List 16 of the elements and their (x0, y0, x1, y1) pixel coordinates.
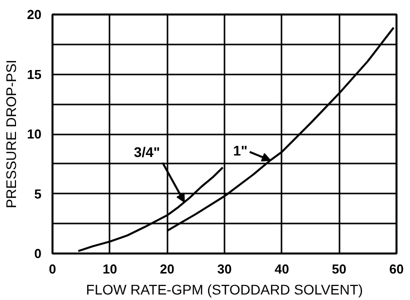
y-tick-label: 20 (27, 7, 42, 22)
y-axis-title: PRESSURE DROP-PSI (3, 60, 20, 208)
x-tick-label: 20 (160, 262, 174, 276)
x-tick-label: 50 (332, 262, 346, 276)
y-tick-label: 15 (27, 66, 42, 82)
annotation: 3/4" (134, 144, 160, 160)
x-tick-label: 10 (102, 262, 118, 276)
annotation: 1" (233, 142, 248, 159)
x-tick-label: 30 (217, 262, 232, 276)
x-tick-label: 40 (274, 262, 290, 276)
x-tick-label: 0 (48, 262, 56, 276)
y-tick-label: 0 (34, 246, 42, 261)
x-tick-label: 60 (389, 262, 404, 276)
y-tick-label: 5 (34, 186, 42, 202)
x-axis-title: FLOW RATE-GPM (STODDARD SOLVENT) (86, 282, 363, 298)
y-tick-label: 10 (27, 126, 42, 142)
